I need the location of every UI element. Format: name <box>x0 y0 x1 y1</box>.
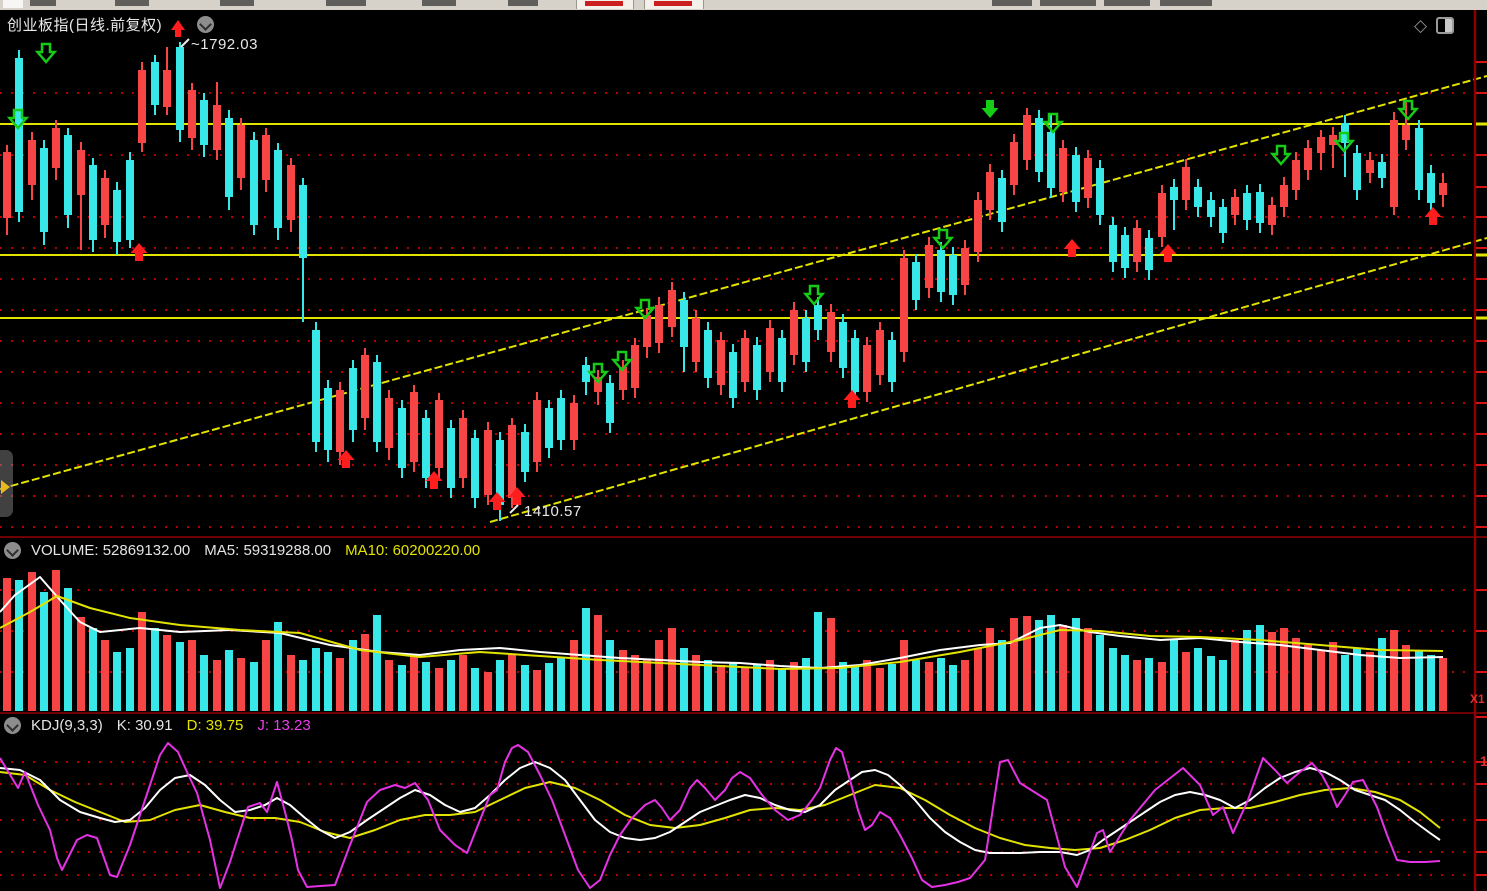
sell-hollow-arrow-icon <box>1041 112 1065 134</box>
j-label: J: <box>257 717 269 734</box>
high-price-label: ~1792.03 <box>191 36 258 53</box>
k-label: K: <box>116 717 131 734</box>
buy-signal-arrow-icon <box>488 492 506 510</box>
buy-signal-arrow-icon <box>1159 244 1177 262</box>
menu-item-stub[interactable] <box>115 0 149 6</box>
menu-item-stub[interactable] <box>1160 0 1212 6</box>
kdj-name: KDJ(9,3,3) <box>31 717 103 734</box>
menu-button-red[interactable] <box>644 0 704 9</box>
menu-item-stub[interactable] <box>220 0 254 6</box>
buy-signal-arrow-icon <box>425 471 443 489</box>
buy-signal-arrow-icon <box>843 390 861 408</box>
sell-hollow-arrow-icon <box>6 108 30 130</box>
price-grid <box>0 92 1472 528</box>
sell-hollow-arrow-icon <box>586 362 610 384</box>
sell-hollow-arrow-icon <box>610 350 634 372</box>
sell-hollow-arrow-icon <box>34 42 58 64</box>
candlesticks <box>3 42 1447 521</box>
menu-item-stub[interactable] <box>1104 0 1150 6</box>
panel-dividers <box>0 536 1487 714</box>
right-axis <box>1473 10 1487 891</box>
ma5-value: 59319288.00 <box>243 542 332 559</box>
sell-hollow-arrow-icon <box>633 298 657 320</box>
chart-title-row: 创业板指(日线.前复权) <box>7 14 215 37</box>
trend-up-arrow-icon <box>171 19 186 37</box>
collapse-volume-button[interactable] <box>4 542 21 559</box>
menu-item-stub[interactable] <box>422 0 456 6</box>
sell-signal-arrow-icon <box>981 100 999 118</box>
collapse-kdj-button[interactable] <box>4 717 21 734</box>
price-yellow-levels <box>0 123 1472 319</box>
ma10-label: MA10: <box>345 542 389 559</box>
menu-item-stub[interactable] <box>1040 0 1096 6</box>
buy-signal-arrow-icon <box>1424 207 1442 225</box>
kdj-d-line <box>0 771 1441 851</box>
trend-channel <box>0 75 1487 523</box>
sell-hollow-arrow-icon <box>1269 144 1293 166</box>
buy-signal-arrow-icon <box>508 487 526 505</box>
ma10-value: 60200220.00 <box>392 542 481 559</box>
buy-signal-arrow-icon <box>130 243 148 261</box>
sell-hollow-arrow-icon <box>802 284 826 306</box>
left-panel-handle[interactable] <box>0 450 13 517</box>
page-title: 创业板指(日线.前复权) <box>7 17 163 34</box>
menu-button-red[interactable] <box>576 0 634 9</box>
buy-signal-arrow-icon <box>1063 239 1081 257</box>
volume-label: VOLUME: <box>31 542 99 559</box>
diamond-icon[interactable]: ◇ <box>1414 16 1428 35</box>
ma5-label: MA5: <box>204 542 240 559</box>
kdj-grid <box>0 761 1472 876</box>
app-icon <box>3 0 23 8</box>
signal-arrows <box>6 42 1442 510</box>
d-label: D: <box>186 717 202 734</box>
low-price-label: 1410.57 <box>524 503 582 520</box>
menu-item-stub[interactable] <box>326 0 366 6</box>
menu-item-stub[interactable] <box>992 0 1032 6</box>
volume-header: VOLUME: 52869132.00 MA5: 59319288.00 MA1… <box>4 542 480 559</box>
volume-bars <box>3 570 1447 711</box>
menu-item-stub[interactable] <box>508 0 538 6</box>
buy-signal-arrow-icon <box>337 450 355 468</box>
sell-hollow-arrow-icon <box>931 228 955 250</box>
volume-ma10-line <box>0 595 1444 670</box>
menu-bar[interactable] <box>0 0 1487 10</box>
volume-value: 52869132.00 <box>102 542 191 559</box>
collapse-main-button[interactable] <box>197 16 215 33</box>
sell-hollow-arrow-icon <box>1332 131 1356 153</box>
d-value: 39.75 <box>205 717 244 734</box>
kdj-header: KDJ(9,3,3) K: 30.91 D: 39.75 J: 13.23 <box>4 717 311 734</box>
layout-split-icon[interactable] <box>1436 17 1455 34</box>
volume-unit-label: X1 <box>1470 692 1485 706</box>
k-value: 30.91 <box>135 717 173 734</box>
menu-item-stub[interactable] <box>30 0 56 6</box>
volume-ma5-line <box>0 576 1444 669</box>
kdj-j-line <box>0 742 1441 889</box>
sell-hollow-arrow-icon <box>1396 99 1420 121</box>
expand-right-arrow-icon <box>1 480 10 494</box>
j-value: 13.23 <box>273 717 311 734</box>
annotation-markers <box>180 38 519 514</box>
kdj-axis-label: 1 <box>1480 753 1487 769</box>
